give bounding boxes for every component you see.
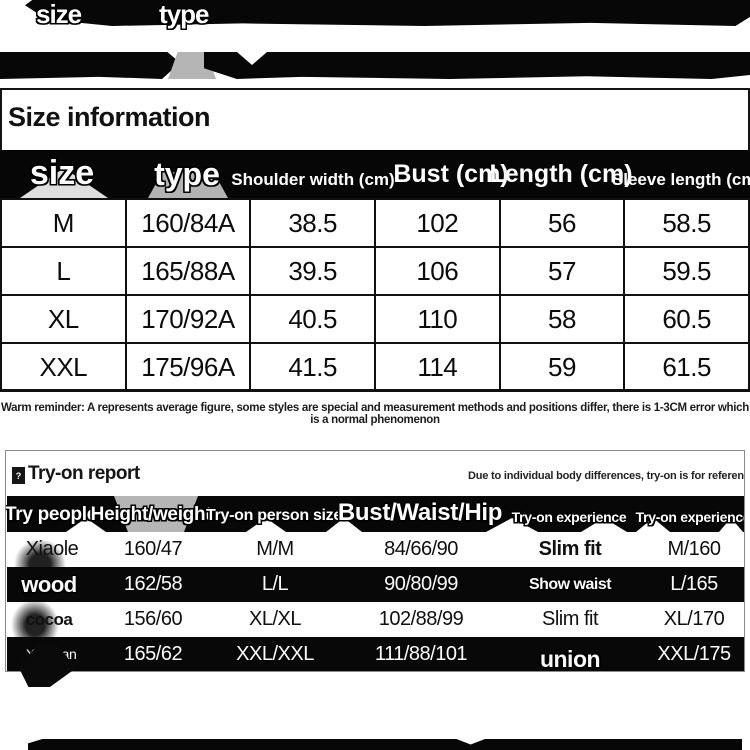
artifact-top-band-2-left (0, 52, 180, 79)
cell-size-height: M/160 (667, 538, 721, 560)
fragment-type-label: type (159, 0, 209, 29)
col-header-bust: Bust (cm) (393, 160, 509, 188)
table-row: M 160/84A 38.5 102 56 58.5 (0, 198, 750, 248)
cell-bust: 110 (373, 294, 501, 344)
col-header-tryon-experience-1: Try-on experience (511, 509, 627, 525)
cell-size-height: L/165 (670, 573, 718, 595)
col-header-tryon-person-size: Try-on person size (206, 507, 342, 524)
size-table-header-band (0, 150, 750, 198)
artifact-top-band-2-right (204, 52, 750, 79)
col-header-size: size (29, 154, 95, 192)
cell-height-weight: 165/62 (123, 643, 183, 665)
artifact-gray-trapezoid-2 (114, 496, 198, 532)
col-header-type: type (154, 156, 220, 192)
cell-bwh: 90/80/99 (384, 573, 458, 595)
tryon-report-panel: ? Try-on report Due to individual body d… (5, 450, 745, 672)
cell-size: M (0, 198, 127, 248)
cell-size: XXL (0, 342, 127, 392)
cell-bust: 106 (373, 246, 501, 296)
cell-height-weight: 156/60 (123, 608, 183, 630)
table-row: XL 170/92A 40.5 110 58 60.5 (0, 294, 750, 344)
cell-bust: 114 (373, 342, 501, 392)
cell-shoulder: 39.5 (249, 246, 376, 296)
col-header-tryon-experience-2: Try-on experience (635, 509, 745, 525)
cell-size: XL/XL (249, 608, 301, 630)
cell-length: 58 (498, 294, 626, 344)
cell-sleeve: 58.5 (623, 198, 750, 248)
cell-experience: Slim fit (538, 538, 602, 560)
report-box-icon: ? (12, 467, 25, 484)
cell-bust: 102 (373, 198, 501, 248)
tryon-row-cocoa: cocoa 156/60 XL/XL 102/88/99 Slim fit XL… (7, 602, 744, 637)
cell-experience: Slim fit (542, 608, 599, 630)
col-header-try-people: Try people (5, 504, 98, 525)
cell-sleeve: 60.5 (623, 294, 750, 344)
cell-sleeve: 59.5 (623, 246, 750, 296)
table-row: XXL 175/96A 41.5 114 59 61.5 (0, 342, 750, 392)
tryon-row-xiaojuan: Xiaojuan 165/62 XXL/XXL 111/88/101 union… (7, 637, 744, 672)
artifact-gray-trapezoid (148, 172, 228, 198)
cell-type: 175/96A (124, 342, 252, 392)
tryon-report-title: Try-on report (28, 463, 140, 484)
cell-type: 165/88A (124, 246, 252, 296)
cell-size: L (0, 246, 127, 296)
col-header-sleeve-length: Sleeve length (cm) (611, 170, 750, 189)
tryon-row-xiaole: Xiaole 160/47 M/M 84/66/90 Slim fit M/16… (7, 532, 744, 567)
cell-size: M/M (256, 538, 294, 560)
cell-shoulder: 41.5 (249, 342, 376, 392)
col-header-bust-waist-hip: Bust/Waist/Hip (337, 499, 503, 526)
col-header-length: Length (cm) (489, 160, 633, 188)
cell-bwh: 84/66/90 (384, 538, 458, 560)
cell-bwh: 111/88/101 (374, 643, 468, 665)
cell-shoulder: 38.5 (249, 198, 376, 248)
cell-experience: union (539, 646, 601, 672)
cell-person: Xiaole (25, 538, 79, 560)
table-row: L 165/88A 39.5 106 57 59.5 (0, 246, 750, 296)
artifact-top-band (25, 0, 750, 26)
cell-person: wood (21, 572, 77, 597)
cell-person: cocoa (25, 610, 73, 629)
warm-reminder-note: Warm reminder: A represents average figu… (1, 402, 749, 426)
cell-sleeve: 61.5 (623, 342, 750, 392)
artifact-bottom-band (28, 739, 742, 750)
fragment-size-label: size (36, 0, 82, 29)
cell-size: XL (0, 294, 127, 344)
tryon-disclaimer: Due to individual body differences, try-… (468, 470, 744, 482)
cell-shoulder: 40.5 (249, 294, 376, 344)
tryon-row-wood: wood 162/58 L/L 90/80/99 Show waist L/16… (7, 567, 744, 602)
cell-size-height: XXL/175 (657, 643, 731, 665)
cell-size: L/L (261, 573, 289, 595)
cell-size: XXL/XXL (236, 643, 314, 665)
cell-bwh: 102/88/99 (378, 608, 464, 630)
col-header-height-weight: Height/weight (90, 504, 212, 525)
cell-length: 59 (498, 342, 626, 392)
size-table: M 160/84A 38.5 102 56 58.5 L 165/88A 39.… (0, 198, 750, 392)
cell-height-weight: 162/58 (123, 573, 183, 595)
cell-experience: Show waist (528, 576, 612, 593)
cell-length: 57 (498, 246, 626, 296)
cell-height-weight: 160/47 (123, 538, 183, 560)
cell-length: 56 (498, 198, 626, 248)
cell-size-height: XL/170 (663, 608, 725, 630)
cell-type: 160/84A (124, 198, 252, 248)
col-header-shoulder-width: Shoulder width (cm) (231, 170, 395, 189)
size-panel-title: Size information (8, 102, 211, 132)
cell-type: 170/92A (124, 294, 252, 344)
